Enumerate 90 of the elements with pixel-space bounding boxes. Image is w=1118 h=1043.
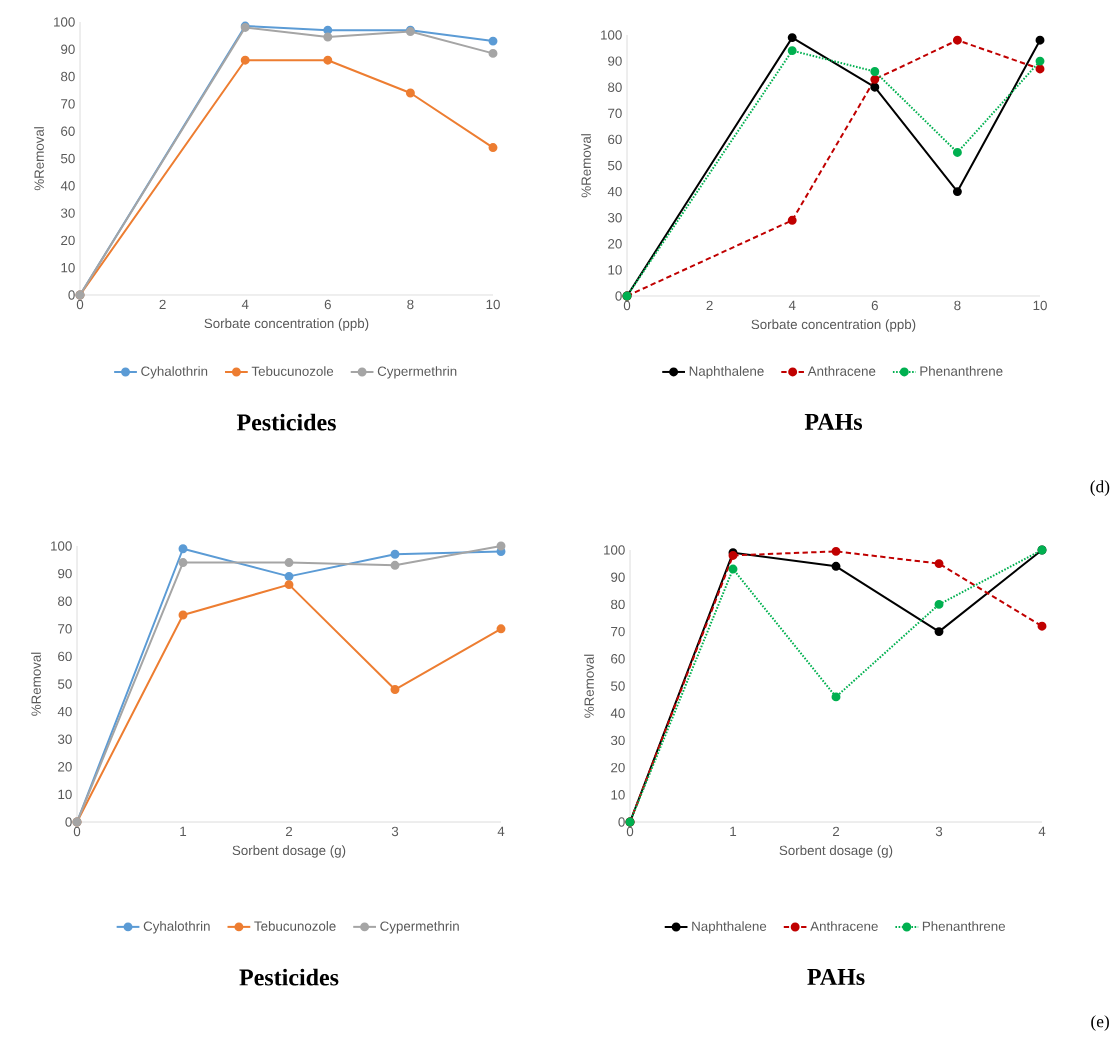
y-tick-label: 20 bbox=[58, 762, 72, 772]
y-tick-label: 80 bbox=[58, 596, 72, 606]
y-tick-label: 70 bbox=[608, 108, 622, 119]
y-tick-label: 30 bbox=[610, 735, 625, 746]
y-tick-label: 70 bbox=[58, 624, 72, 634]
y-tick-label: 80 bbox=[61, 71, 75, 82]
x-axis-title: Sorbent dosage (g) bbox=[232, 845, 346, 858]
x-tick-label: 0 bbox=[76, 299, 84, 310]
y-tick-label: 70 bbox=[61, 99, 75, 109]
y-axis-title: %Removal bbox=[581, 134, 591, 198]
x-tick-label: 6 bbox=[324, 299, 331, 310]
y-tick-label: 30 bbox=[607, 212, 622, 223]
x-tick-label: 2 bbox=[706, 300, 713, 311]
y-tick-label: 0 bbox=[618, 817, 625, 827]
y-tick-label: 40 bbox=[60, 181, 75, 191]
y-tick-label: 50 bbox=[61, 153, 75, 164]
x-tick-label: 10 bbox=[1033, 300, 1047, 311]
text: PAHs bbox=[804, 413, 863, 430]
text: (e) bbox=[1091, 1015, 1109, 1031]
y-tick-label: 20 bbox=[611, 762, 625, 773]
y-tick-label: 10 bbox=[61, 262, 75, 273]
legend-label: Naphthalene bbox=[689, 366, 764, 379]
text: PAHs bbox=[807, 968, 865, 985]
x-tick-label: 2 bbox=[285, 826, 293, 837]
legend-label: Cypermethrin bbox=[377, 366, 457, 379]
y-tick-label: 80 bbox=[608, 82, 622, 92]
y-tick-label: 100 bbox=[604, 545, 625, 555]
y-tick-label: 60 bbox=[611, 654, 625, 664]
y-tick-label: 90 bbox=[608, 56, 622, 66]
y-tick-label: 50 bbox=[58, 679, 72, 689]
y-tick-label: 50 bbox=[608, 160, 622, 171]
legend-label: Phenanthrene bbox=[922, 921, 1005, 931]
x-tick-label: 3 bbox=[391, 826, 399, 837]
text: Pesticides bbox=[239, 968, 339, 986]
y-tick-label: 0 bbox=[65, 817, 72, 827]
legend-label: Phenanthrene bbox=[920, 366, 1003, 376]
y-tick-label: 100 bbox=[601, 30, 622, 40]
y-tick-label: 10 bbox=[608, 265, 622, 275]
y-tick-label: 40 bbox=[57, 706, 72, 717]
y-axis-title: %Removal bbox=[31, 652, 41, 716]
y-tick-label: 100 bbox=[51, 541, 72, 551]
y-tick-label: 20 bbox=[608, 239, 622, 249]
x-tick-label: 0 bbox=[626, 826, 634, 837]
legend-label: Tebucunozole bbox=[251, 366, 334, 376]
y-tick-label: 100 bbox=[54, 17, 75, 27]
legend-label: Anthracene bbox=[810, 921, 878, 931]
y-tick-label: 40 bbox=[610, 708, 625, 718]
x-tick-label: 10 bbox=[486, 299, 500, 310]
y-axis-title: %Removal bbox=[34, 127, 44, 191]
y-tick-label: 50 bbox=[611, 681, 625, 691]
x-tick-label: 6 bbox=[871, 300, 878, 311]
legend-label: Cyhalothrin bbox=[141, 366, 208, 379]
y-tick-label: 0 bbox=[68, 290, 75, 300]
y-tick-label: 10 bbox=[58, 789, 72, 800]
x-axis-title: Sorbate concentration (ppb) bbox=[204, 318, 369, 331]
y-tick-label: 90 bbox=[611, 572, 625, 582]
y-tick-label: 80 bbox=[611, 599, 625, 610]
x-tick-label: 8 bbox=[407, 299, 414, 310]
y-tick-label: 30 bbox=[60, 208, 75, 218]
x-tick-label: 4 bbox=[497, 826, 505, 836]
x-tick-label: 3 bbox=[935, 826, 943, 837]
y-tick-label: 70 bbox=[611, 626, 625, 637]
y-tick-label: 60 bbox=[58, 651, 72, 662]
x-tick-label: 4 bbox=[241, 299, 249, 309]
x-axis-title: Sorbate concentration (ppb) bbox=[751, 319, 916, 332]
legend-label: Anthracene bbox=[807, 366, 876, 376]
y-tick-label: 10 bbox=[611, 790, 625, 800]
y-tick-label: 0 bbox=[615, 291, 622, 301]
y-tick-label: 20 bbox=[61, 235, 75, 246]
x-tick-label: 2 bbox=[832, 826, 840, 837]
y-tick-label: 90 bbox=[61, 44, 75, 55]
legend-label: Tebucunozole bbox=[254, 921, 336, 931]
y-tick-label: 90 bbox=[58, 568, 72, 579]
text: (d) bbox=[1090, 480, 1110, 496]
y-tick-label: 60 bbox=[61, 126, 75, 136]
legend-label: Cypermethrin bbox=[380, 921, 459, 934]
x-axis-title: Sorbent dosage (g) bbox=[779, 845, 893, 858]
legend-label: Cyhalothrin bbox=[143, 921, 210, 934]
text: Pesticides bbox=[236, 413, 336, 431]
legend-label: Naphthalene bbox=[692, 921, 767, 934]
y-tick-label: 60 bbox=[608, 134, 622, 145]
x-tick-label: 8 bbox=[954, 300, 961, 311]
y-tick-label: 40 bbox=[607, 186, 622, 197]
x-tick-label: 4 bbox=[1038, 826, 1046, 836]
x-tick-label: 1 bbox=[180, 826, 187, 836]
x-tick-label: 2 bbox=[159, 299, 166, 310]
x-tick-label: 4 bbox=[788, 300, 796, 310]
y-tick-label: 30 bbox=[57, 734, 72, 744]
x-tick-label: 1 bbox=[730, 826, 737, 836]
y-axis-title: %Removal bbox=[584, 654, 594, 718]
